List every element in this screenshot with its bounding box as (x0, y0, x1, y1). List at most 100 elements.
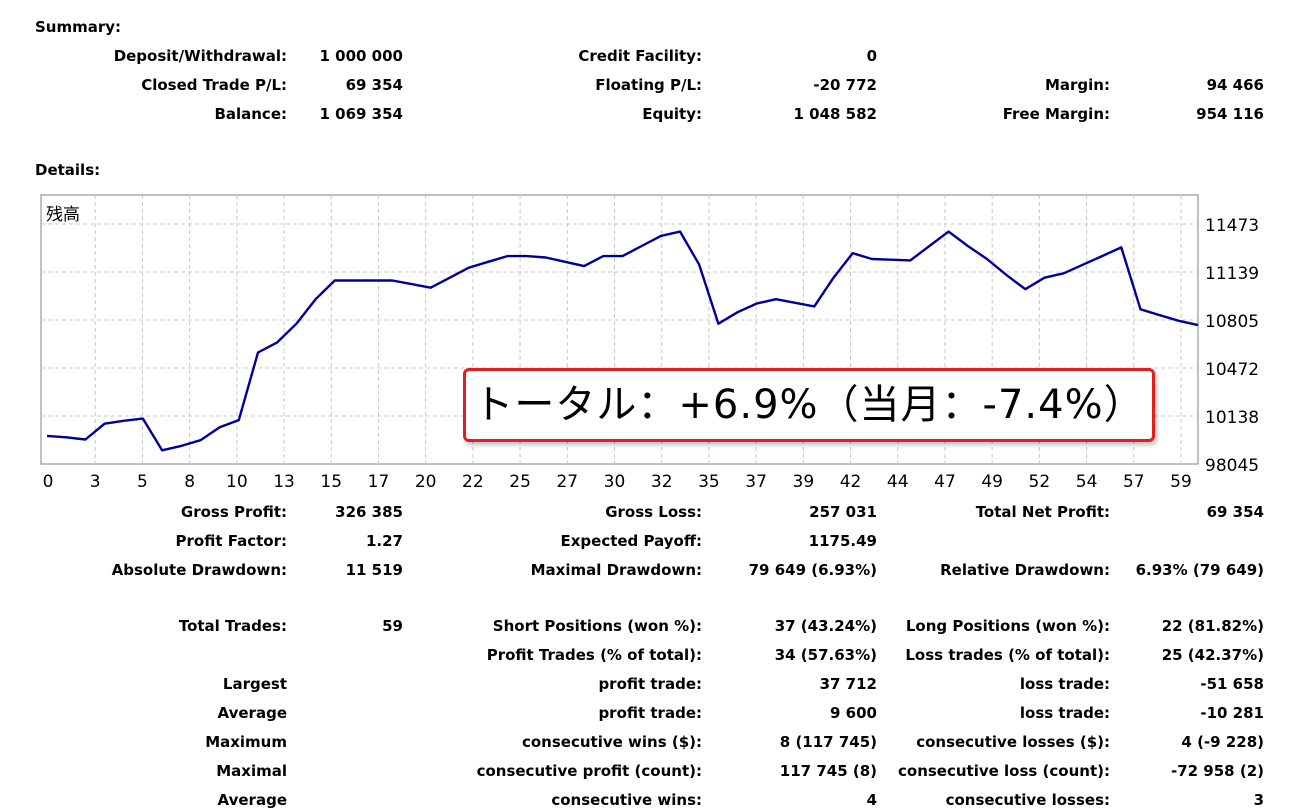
stats-label: Profit Factor: (175, 532, 287, 550)
summary-value: 954 116 (1196, 105, 1264, 123)
x-tick-label: 25 (509, 472, 531, 492)
stats-label: Short Positions (won %): (492, 617, 702, 635)
stats-label: loss trade: (1019, 675, 1110, 693)
stats-label: Average (217, 791, 287, 809)
stats-value: 8 (117 745) (779, 733, 877, 751)
stats-row: Largest profit trade: 37 712 loss trade: -51… (0, 673, 1298, 695)
stats-value: -72 958 (2) (1170, 762, 1264, 780)
stats-value: 22 (81.82%) (1161, 617, 1264, 635)
stats-row: Total Trades: 59 Short Positions (won %): 3… (0, 615, 1298, 637)
y-tick-label: 11473 (1205, 216, 1259, 236)
summary-value: 1 048 582 (793, 105, 877, 123)
stats-label: Relative Drawdown: (940, 561, 1110, 579)
summary-label: Free Margin: (1002, 105, 1110, 123)
summary-value: 0 (866, 47, 877, 65)
stats-row: Maximal consecutive profit (count): 117 74… (0, 760, 1298, 782)
stats-label: Long Positions (won %): (905, 617, 1110, 635)
stats-row: Profit Factor: 1.27 Expected Payoff: 1175.4… (0, 530, 1298, 552)
stats-label: Expected Payoff: (560, 532, 702, 550)
stats-label: Absolute Drawdown: (111, 561, 287, 579)
stats-label: profit trade: (598, 704, 702, 722)
stats-value: 4 (-9 228) (1181, 733, 1264, 751)
x-tick-label: 13 (273, 472, 295, 492)
summary-title: Summary: (35, 18, 122, 36)
stats-label: consecutive losses ($): (916, 733, 1110, 751)
x-tick-label: 22 (462, 472, 484, 492)
summary-row: Deposit/Withdrawal: 1 000 000 Credit Fac… (0, 45, 1298, 67)
x-tick-label: 32 (651, 472, 673, 492)
summary-label: Deposit/Withdrawal: (113, 47, 287, 65)
balance-line (46, 230, 1199, 452)
summary-label: Equity: (642, 105, 702, 123)
x-tick-label: 0 (43, 472, 54, 492)
x-tick-label: 30 (604, 472, 626, 492)
x-tick-label: 15 (320, 472, 342, 492)
summary-label: Balance: (214, 105, 287, 123)
stats-value: 25 (42.37%) (1161, 646, 1264, 664)
summary-value: 94 466 (1206, 76, 1264, 94)
stats-label: consecutive wins ($): (521, 733, 702, 751)
stats-label: Gross Loss: (605, 503, 702, 521)
stats-label: profit trade: (598, 675, 702, 693)
x-tick-label: 27 (556, 472, 578, 492)
summary-label: Credit Facility: (578, 47, 702, 65)
stats-value: 257 031 (809, 503, 877, 521)
stats-value: 79 649 (6.93%) (748, 561, 877, 579)
x-tick-label: 57 (1123, 472, 1145, 492)
x-tick-label: 59 (1170, 472, 1192, 492)
stats-value: 59 (382, 617, 403, 635)
y-tick-label: 10138 (1205, 408, 1259, 428)
summary-row: Closed Trade P/L: 69 354 Floating P/L: -… (0, 74, 1298, 96)
y-axis-ticks: 11473 11139 10805 10472 10138 98045 (1205, 216, 1259, 476)
stats-value: 1175.49 (808, 532, 877, 550)
stats-value: -10 281 (1200, 704, 1264, 722)
x-tick-label: 20 (415, 472, 437, 492)
summary-value: -20 772 (813, 76, 877, 94)
stats-value: 37 (43.24%) (774, 617, 877, 635)
stats-label: consecutive wins: (551, 791, 702, 809)
x-tick-label: 42 (840, 472, 862, 492)
stats-label: Profit Trades (% of total): (486, 646, 702, 664)
x-tick-label: 37 (745, 472, 767, 492)
stats-label: Total Net Profit: (975, 503, 1110, 521)
stats-value: 9 600 (830, 704, 877, 722)
x-tick-label: 52 (1029, 472, 1051, 492)
summary-label: Closed Trade P/L: (141, 76, 287, 94)
stats-value: -51 658 (1200, 675, 1264, 693)
stats-row: Average consecutive wins: 4 consecutive los… (0, 789, 1298, 811)
y-tick-label: 10805 (1205, 312, 1259, 332)
stats-label: loss trade: (1019, 704, 1110, 722)
chart-title: 残高 (46, 205, 80, 225)
x-tick-label: 44 (887, 472, 909, 492)
y-tick-label: 11139 (1205, 264, 1259, 284)
stats-value: 34 (57.63%) (774, 646, 877, 664)
details-title: Details: (35, 161, 101, 179)
stats-value: 11 519 (345, 561, 403, 579)
x-tick-label: 35 (698, 472, 720, 492)
stats-value: 1.27 (365, 532, 403, 550)
summary-row: Balance: 1 069 354 Equity: 1 048 582 Fre… (0, 103, 1298, 125)
stats-value: 6.93% (79 649) (1135, 561, 1264, 579)
x-tick-label: 8 (184, 472, 195, 492)
stats-value: 37 712 (819, 675, 877, 693)
summary-label: Floating P/L: (595, 76, 702, 94)
x-axis-ticks: 0 3 5 8 10 13 15 17 20 22 25 27 30 32 35 37 39 42 44 47 49 52… (43, 472, 1192, 492)
y-tick-label: 10472 (1205, 360, 1259, 380)
stats-value: 69 354 (1206, 503, 1264, 521)
x-tick-label: 5 (137, 472, 148, 492)
summary-value: 69 354 (345, 76, 403, 94)
stats-row: Average profit trade: 9 600 loss trade: -10 … (0, 702, 1298, 724)
stats-label: Loss trades (% of total): (905, 646, 1110, 664)
stats-row: Maximum consecutive wins ($): 8 (117 745) c… (0, 731, 1298, 753)
x-tick-label: 47 (934, 472, 956, 492)
stats-label: Maximum (205, 733, 287, 751)
x-tick-label: 10 (226, 472, 248, 492)
stats-value: 117 745 (8) (779, 762, 877, 780)
x-tick-label: 49 (981, 472, 1003, 492)
stats-value: 326 385 (335, 503, 403, 521)
stats-label: Gross Profit: (180, 503, 287, 521)
x-tick-label: 54 (1076, 472, 1098, 492)
performance-callout: トータル：+6.9%（当月：-7.4%） (463, 368, 1155, 442)
stats-label: Maximal (216, 762, 287, 780)
performance-callout-text: トータル：+6.9%（当月：-7.4%） (473, 382, 1145, 428)
